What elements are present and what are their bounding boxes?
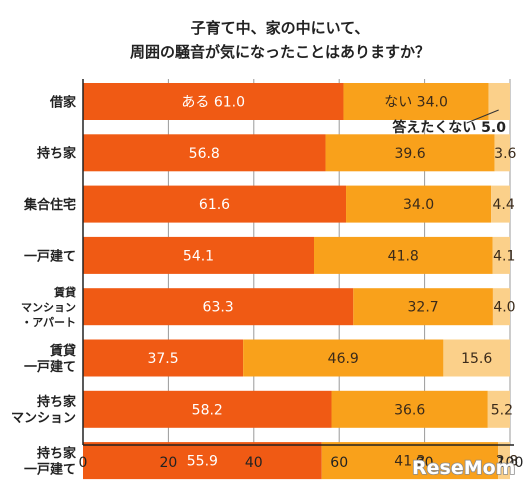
- category-label: 一戸建て: [24, 359, 76, 375]
- bars: ある 61.0 ない 34.0 答えたくない 5.0 56.8 39.6 3.6 61.6 3…: [83, 83, 518, 480]
- x-tick-labels: 0 20 40 60 80 100: [79, 455, 524, 471]
- bar-segment: [498, 442, 510, 480]
- data-label: 54.1: [183, 248, 214, 264]
- category-label: 持ち家: [37, 446, 77, 462]
- x-tick-label: 60: [330, 455, 348, 471]
- chart-title-line: 子育て中、家の中にいて、: [191, 19, 370, 37]
- bar-segment: [243, 339, 444, 377]
- data-label: 55.9: [187, 454, 218, 470]
- category-label: 持ち家: [37, 394, 77, 410]
- data-label: 63.3: [203, 300, 234, 316]
- bar-segment: [83, 134, 326, 172]
- data-label: 5.2: [491, 402, 513, 418]
- bar-segment: [83, 236, 315, 274]
- data-label: 37.5: [147, 351, 178, 367]
- category-labels: 借家持ち家集合住宅一戸建て賃貸マンション・アパート賃貸一戸建て持ち家マンション持…: [11, 94, 77, 477]
- category-label: 借家: [49, 94, 77, 110]
- x-axis: [82, 79, 514, 446]
- bar-segment: [331, 390, 488, 428]
- bar-segment: [491, 185, 510, 223]
- data-label: 15.6: [461, 351, 492, 367]
- bar-segment: [83, 83, 344, 120]
- x-tick-label: 80: [416, 455, 434, 471]
- category-label: 一戸建て: [24, 248, 76, 264]
- x-tick-label: 20: [159, 455, 177, 471]
- bar-segment: [487, 390, 510, 428]
- bar-segment: [488, 83, 510, 120]
- chart-title-line: 周囲の騒音が気になったことはありますか？: [130, 43, 430, 61]
- bar-segment: [443, 339, 510, 377]
- bar-segment: [492, 236, 510, 274]
- data-label: ある 61.0: [181, 95, 245, 111]
- category-label: マンション: [11, 411, 76, 426]
- data-label: 32.7: [408, 300, 439, 316]
- data-label: 58.2: [192, 402, 223, 418]
- data-label: 36.6: [394, 402, 425, 418]
- category-label: 賃貸: [53, 285, 76, 299]
- callout-line: [466, 109, 499, 124]
- bar-segment: [353, 288, 493, 326]
- data-label: 56.8: [189, 146, 220, 162]
- data-label: 4.1: [493, 248, 515, 264]
- category-label: マンション: [21, 301, 76, 314]
- data-label: 答えたくない 5.0: [392, 119, 506, 136]
- x-tick-label: 0: [79, 455, 88, 471]
- data-label: 61.6: [199, 197, 230, 213]
- data-label: 41.3: [394, 454, 425, 470]
- category-label: 集合住宅: [23, 197, 76, 213]
- bar-segment: [314, 236, 493, 274]
- chart-title: 子育て中、家の中にいて、周囲の騒音が気になったことはありますか？: [130, 19, 430, 61]
- data-label: 41.8: [388, 248, 419, 264]
- bar-segment: [83, 288, 354, 326]
- data-label: ない 34.0: [384, 95, 448, 111]
- data-label: 39.6: [394, 146, 425, 162]
- category-label: 一戸建て: [24, 462, 76, 478]
- category-label: ・アパート: [21, 316, 76, 329]
- resemom-watermark: ReseMom: [411, 456, 516, 480]
- bar-segment: [83, 185, 347, 223]
- bar-segment: [325, 134, 495, 172]
- data-label: 3.6: [494, 146, 516, 162]
- bar-segment: [83, 339, 244, 377]
- data-label: 2.8: [496, 454, 518, 470]
- x-tick-label: 40: [245, 455, 263, 471]
- data-label: 4.4: [492, 197, 514, 213]
- category-label: 賃貸: [49, 343, 76, 359]
- bar-segment: [492, 288, 510, 326]
- data-label: 4.0: [493, 300, 515, 316]
- bar-segment: [346, 185, 492, 223]
- data-label: 34.0: [403, 197, 434, 213]
- bar-segment: [343, 83, 489, 120]
- bar-segment: [83, 390, 332, 428]
- bar-segment: [321, 442, 499, 480]
- data-label: 46.9: [328, 351, 359, 367]
- category-label: 持ち家: [37, 146, 77, 162]
- x-tick-label: 100: [497, 455, 524, 471]
- bar-segment: [83, 442, 322, 480]
- svg-text:ReseMom: ReseMom: [412, 457, 515, 479]
- bar-segment: [494, 134, 510, 172]
